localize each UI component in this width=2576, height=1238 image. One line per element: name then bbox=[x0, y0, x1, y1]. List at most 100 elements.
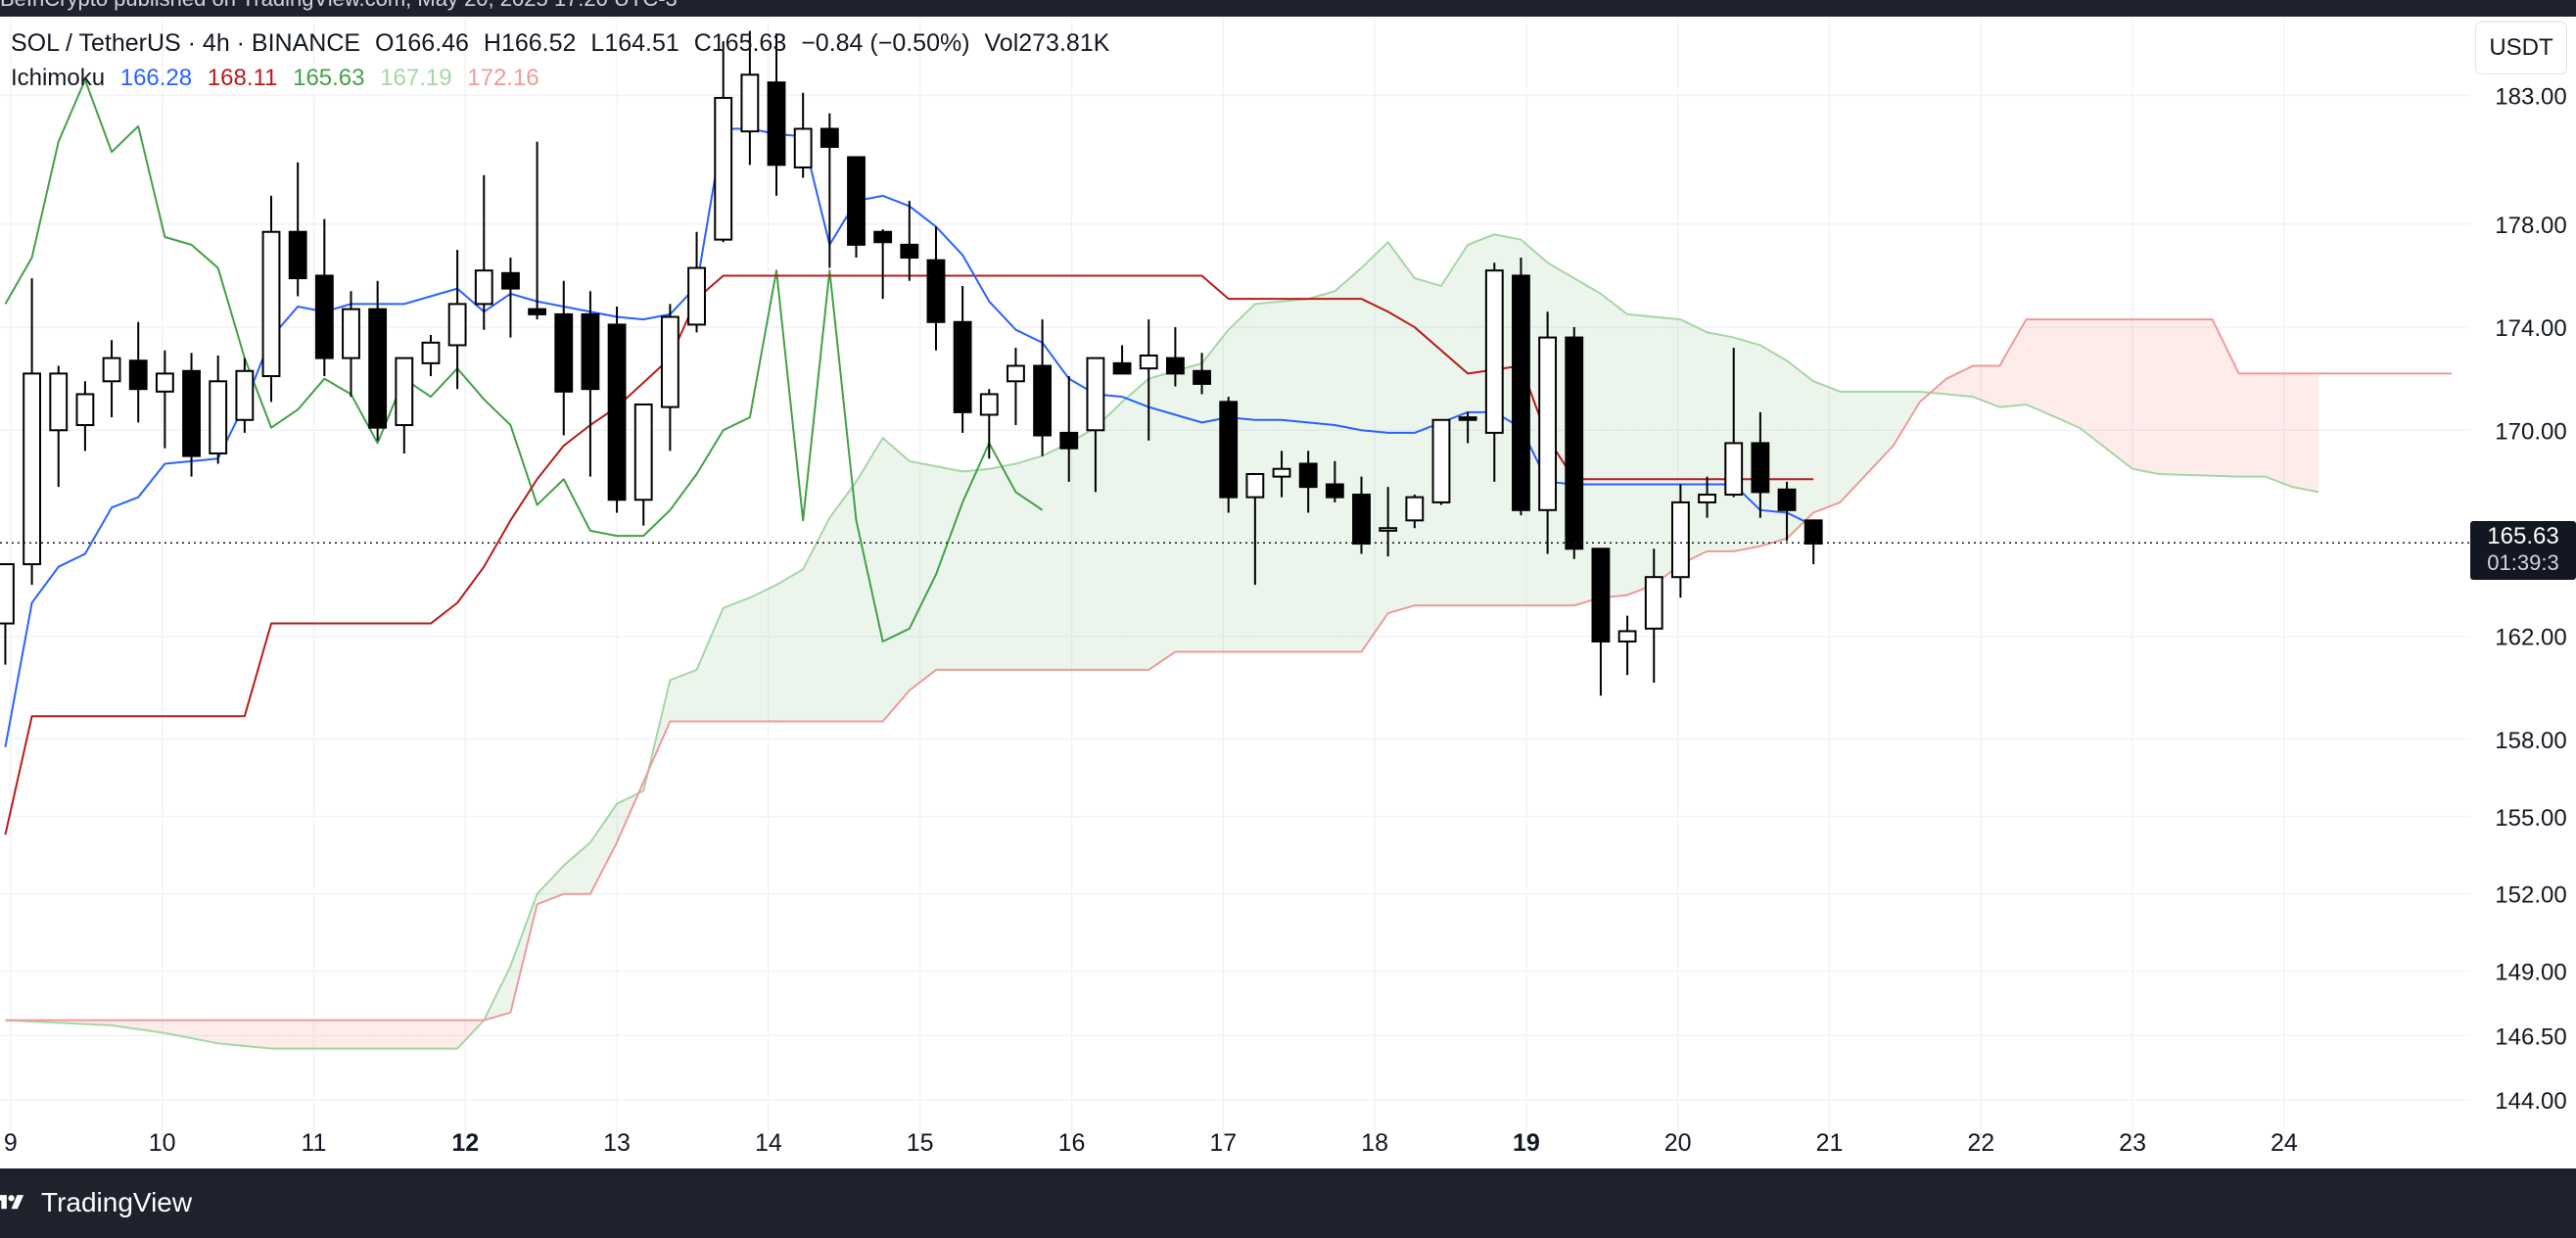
candle bbox=[714, 41, 733, 243]
time-axis[interactable]: 9 10 11 12 13 14 15 16 17 18 19 20 21 22 23 24 bbox=[4, 1129, 2298, 1157]
cloud-segment-bearish bbox=[1945, 375, 1953, 396]
cloud-segment-bearish bbox=[117, 1020, 125, 1027]
candle-body-up bbox=[474, 269, 493, 306]
cloud-segment-bearish bbox=[324, 1020, 332, 1049]
cloud-segment-bearish bbox=[291, 1020, 299, 1049]
cloud-segment-bullish bbox=[1241, 310, 1249, 652]
candle-body-down bbox=[847, 156, 866, 246]
candle bbox=[314, 218, 334, 377]
cloud-segment-bullish bbox=[869, 449, 876, 722]
price-tick-label: 174.00 bbox=[2495, 315, 2566, 342]
cloud-segment-bullish bbox=[1168, 370, 1176, 657]
lagging-span-line bbox=[4, 78, 1044, 643]
candle-body-up bbox=[421, 341, 441, 364]
leading-span-a-line bbox=[5, 233, 2319, 1050]
candle bbox=[1245, 472, 1265, 586]
candle bbox=[1033, 319, 1053, 456]
cloud-segment-bullish bbox=[1787, 360, 1794, 539]
candle-body-down bbox=[1751, 442, 1770, 494]
cloud-segment-bullish bbox=[1747, 341, 1755, 549]
cloud-segment-bullish bbox=[1042, 452, 1050, 670]
high-value: H166.52 bbox=[483, 29, 577, 57]
cloud-segment-bullish bbox=[1347, 273, 1355, 652]
candle-body-up bbox=[0, 563, 15, 625]
cloud-segment-bullish bbox=[1654, 316, 1662, 586]
cloud-segment-bullish bbox=[942, 467, 950, 670]
candle-body-up bbox=[395, 357, 414, 427]
cloud-segment-bearish bbox=[364, 1020, 371, 1049]
cloud-segment-bearish bbox=[1959, 368, 1967, 397]
cloud-segment-bearish bbox=[430, 1020, 438, 1049]
cloud-segment-bearish bbox=[258, 1020, 265, 1048]
time-tick-label: 13 bbox=[603, 1129, 631, 1157]
cloud-segment-bearish bbox=[205, 1020, 211, 1042]
price-tick-label: 162.00 bbox=[2495, 625, 2566, 651]
time-tick-label: 24 bbox=[2271, 1129, 2298, 1157]
cloud-segment-bullish bbox=[524, 912, 531, 959]
cloud-segment-bullish bbox=[1647, 315, 1655, 588]
publisher-bar: BeInCrypto published on TradingView.com,… bbox=[0, 0, 2576, 17]
cloud-segment-bullish bbox=[1607, 299, 1615, 597]
cloud-segment-bearish bbox=[2238, 373, 2246, 477]
cloud-segment-bullish bbox=[1806, 376, 1814, 520]
cloud-segment-bullish bbox=[796, 569, 804, 722]
candle-body-down bbox=[288, 230, 307, 280]
candle-body-up bbox=[687, 266, 706, 326]
cloud-segment-bullish bbox=[1108, 407, 1116, 670]
cloud-segment-bullish bbox=[1194, 362, 1202, 652]
candle bbox=[1565, 327, 1584, 559]
cloud-segment-bullish bbox=[1819, 383, 1827, 510]
cloud-segment-bullish bbox=[670, 677, 678, 722]
cloud-segment-bullish bbox=[1600, 293, 1608, 598]
candle bbox=[501, 258, 520, 338]
currency-unit-button[interactable]: USDT bbox=[2475, 22, 2567, 74]
cloud-segment-bearish bbox=[171, 1020, 178, 1036]
cloud-segment-bullish bbox=[922, 463, 930, 681]
cloud-segment-bearish bbox=[403, 1020, 411, 1049]
cloud-segment-bullish bbox=[849, 481, 857, 722]
candle-body-down bbox=[873, 230, 893, 244]
cloud-segment-bullish bbox=[1421, 280, 1429, 606]
cloud-segment-bullish bbox=[1852, 391, 1860, 489]
cloud-segment-bearish bbox=[164, 1020, 172, 1035]
cloud-segment-bearish bbox=[145, 1020, 152, 1031]
cloud-segment-bullish bbox=[803, 556, 810, 722]
symbol-legend[interactable]: SOL / TetherUS · 4h · BINANCE O166.46 H1… bbox=[11, 29, 1117, 58]
symbol-title[interactable]: SOL / TetherUS · 4h · BINANCE bbox=[11, 29, 361, 57]
cloud-segment-bullish bbox=[1833, 389, 1841, 505]
publisher-text: BeInCrypto published on TradingView.com,… bbox=[0, 0, 678, 12]
candle-body-up bbox=[1379, 527, 1398, 532]
indicator-name[interactable]: Ichimoku bbox=[11, 65, 106, 91]
cloud-segment-bearish bbox=[2126, 319, 2133, 469]
cloud-segment-bullish bbox=[1813, 381, 1820, 513]
cloud-segment-bullish bbox=[1375, 248, 1382, 633]
candle bbox=[155, 350, 174, 449]
candle bbox=[261, 195, 281, 403]
cloud-segment-bearish bbox=[2119, 319, 2127, 464]
cloud-segment-bullish bbox=[975, 469, 983, 670]
cloud-segment-bullish bbox=[617, 800, 624, 843]
candle-body-down bbox=[1165, 357, 1185, 375]
time-tick-label: 12 bbox=[451, 1129, 479, 1157]
candle-body-down bbox=[900, 243, 919, 260]
cloud-segment-bullish bbox=[1268, 302, 1276, 652]
cloud-segment-bearish bbox=[331, 1020, 338, 1049]
candle bbox=[23, 278, 42, 586]
candle-body-up bbox=[155, 372, 174, 393]
indicator-legend[interactable]: Ichimoku 166.28 168.11 165.63 167.19 172… bbox=[11, 65, 548, 92]
cloud-segment-bearish bbox=[177, 1020, 185, 1037]
cloud-segment-bullish bbox=[1740, 339, 1748, 550]
tradingview-brand[interactable]: TradingView bbox=[41, 1187, 193, 1217]
candle-body-up bbox=[261, 230, 281, 378]
tradingview-logo-icon[interactable] bbox=[0, 1192, 25, 1214]
cloud-segment-bearish bbox=[2285, 373, 2293, 488]
cloud-segment-bullish bbox=[1454, 255, 1462, 606]
cloud-segment-bullish bbox=[1148, 376, 1156, 670]
candle bbox=[1538, 311, 1558, 554]
price-axis[interactable]: 183.00 178.00 174.00 170.00 162.00 158.00 155.… bbox=[2495, 83, 2566, 1115]
cloud-segment-bullish bbox=[1700, 329, 1708, 555]
cloud-segment-bearish bbox=[2312, 373, 2319, 493]
candle bbox=[1512, 258, 1530, 516]
cloud-segment-bullish bbox=[1773, 353, 1781, 543]
